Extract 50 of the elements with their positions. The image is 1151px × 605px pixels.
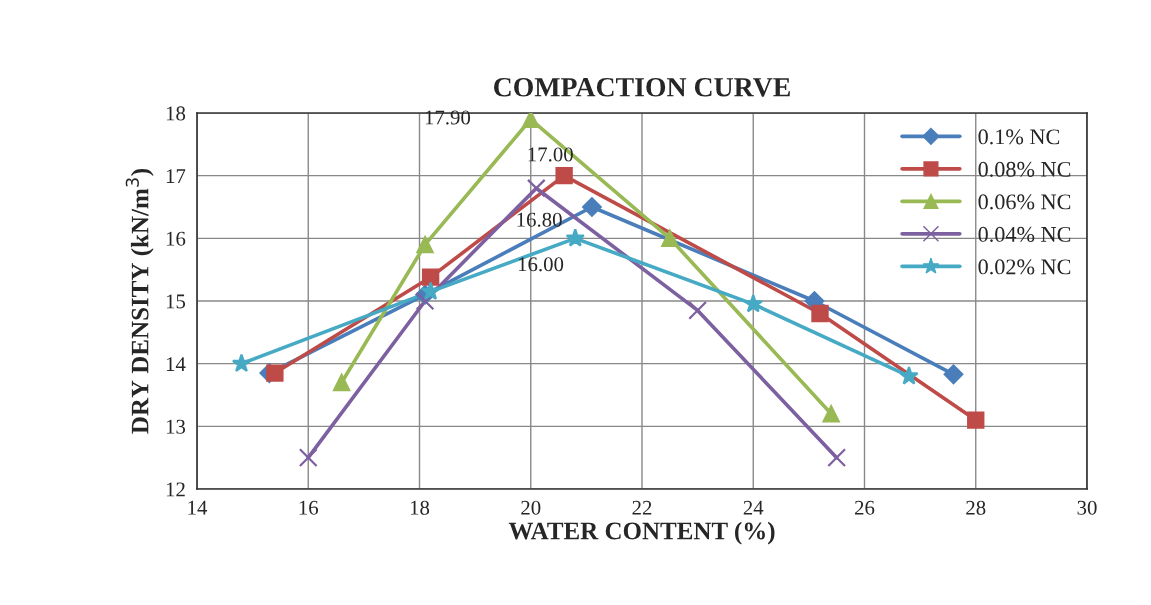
legend-label: 0.06% NC [978, 194, 1071, 210]
legend-label: 0.1% NC [978, 129, 1060, 145]
point [522, 113, 540, 128]
x-tick-label: 16 [299, 500, 319, 515]
x-tick-label: 30 [1077, 500, 1097, 515]
annotation: 16.00 [518, 257, 564, 272]
point [332, 373, 351, 392]
y-tick-label: 14 [166, 357, 186, 371]
point [811, 304, 829, 323]
point [661, 229, 679, 248]
legend-label: 0.08% NC [978, 161, 1071, 177]
point [526, 178, 546, 198]
point [565, 228, 585, 247]
x-tick-label: 14 [188, 500, 208, 515]
point [688, 300, 708, 320]
chart-title: COMPACTION CURVE [494, 77, 790, 97]
point [415, 291, 435, 311]
point [943, 364, 964, 385]
legend-label: 0.04% NC [978, 226, 1071, 242]
point [298, 448, 318, 468]
x-tick-label: 26 [855, 500, 875, 515]
annotation: 17.90 [425, 110, 471, 125]
point [582, 197, 602, 217]
x-tick-label: 20 [521, 500, 541, 515]
point [967, 411, 985, 429]
point [899, 366, 919, 385]
y-tick-label: 13 [166, 419, 186, 434]
point [421, 268, 440, 286]
x-tick-label: 24 [743, 500, 764, 515]
point [416, 235, 434, 254]
legend-label: 0.02% NC [978, 259, 1071, 275]
y-tick-label: 16 [166, 231, 186, 246]
point [266, 364, 284, 382]
x-tick-label: 28 [966, 500, 986, 515]
y-axis-title: DRY DENSITY (kN/m$^{3}$) [125, 168, 154, 434]
point [743, 294, 763, 313]
x-tick-label: 18 [410, 500, 430, 515]
x-tick-label: 22 [632, 500, 652, 515]
y-tick-label: 12 [166, 482, 185, 497]
point [420, 281, 441, 301]
point [822, 405, 840, 423]
y-tick-label: 17 [166, 169, 186, 183]
annotation: 16.80 [517, 212, 562, 227]
point [231, 353, 252, 373]
y-tick-label: 18 [166, 106, 186, 121]
point [827, 448, 847, 468]
point [555, 166, 573, 185]
y-tick-label: 15 [166, 294, 186, 309]
annotation: 17.00 [528, 147, 573, 162]
x-axis-title: WATER CONTENT (%) [508, 521, 775, 545]
